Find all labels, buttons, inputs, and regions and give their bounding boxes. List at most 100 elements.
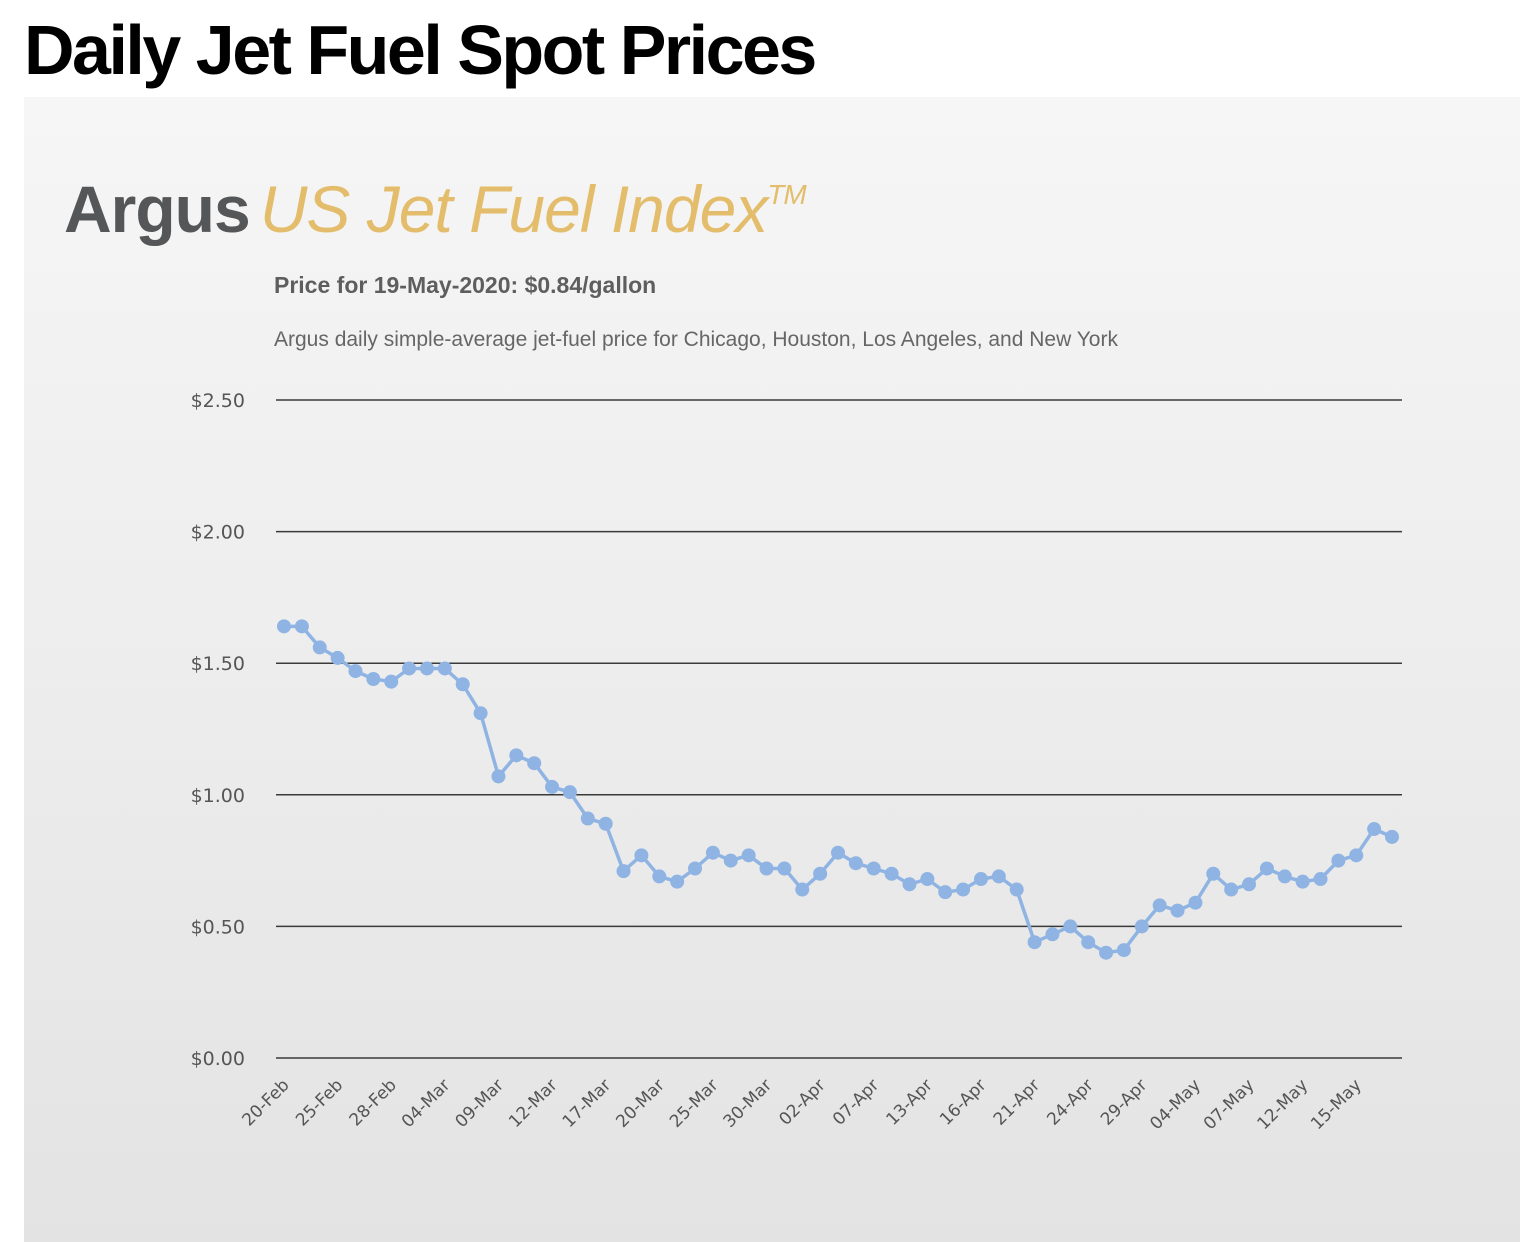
data-point	[795, 882, 810, 897]
data-point	[1081, 935, 1096, 950]
data-point	[1170, 903, 1185, 918]
data-point	[848, 856, 863, 871]
data-point	[545, 779, 560, 794]
x-tick-label: 28-Feb	[346, 1075, 401, 1130]
data-point	[598, 816, 613, 831]
x-tick-label: 20-Feb	[238, 1075, 293, 1130]
data-point	[973, 872, 988, 887]
index-name: US Jet Fuel Index	[259, 172, 769, 246]
data-point	[366, 671, 381, 686]
data-point	[688, 861, 703, 876]
data-point	[902, 877, 917, 892]
data-point	[402, 661, 417, 676]
x-tick-label: 16-Apr	[936, 1075, 990, 1129]
x-tick-label: 13-Apr	[883, 1075, 937, 1129]
x-axis-ticks: 20-Feb25-Feb28-Feb04-Mar09-Mar12-Mar17-M…	[238, 1075, 1365, 1134]
data-point	[491, 769, 506, 784]
data-point	[277, 619, 291, 634]
data-point	[1385, 829, 1399, 844]
data-point	[1063, 919, 1078, 934]
data-point	[1331, 853, 1346, 868]
data-point	[1188, 895, 1203, 910]
data-point	[509, 748, 524, 763]
x-tick-label: 21-Apr	[990, 1075, 1044, 1129]
data-point	[1349, 848, 1364, 863]
data-point	[1313, 872, 1328, 887]
latest-price: Price for 19-May-2020: $0.84/gallon	[274, 272, 657, 298]
y-tick-label: $1.50	[191, 653, 245, 675]
data-point	[384, 674, 399, 689]
data-point	[348, 664, 363, 679]
data-point	[580, 811, 595, 826]
data-point	[670, 874, 685, 889]
brand-name: Argus	[64, 172, 251, 246]
data-point	[419, 661, 434, 676]
x-tick-label: 24-Apr	[1043, 1075, 1097, 1129]
data-point	[884, 866, 899, 881]
x-tick-label: 04-Mar	[398, 1075, 454, 1131]
data-point	[956, 882, 971, 897]
data-point	[991, 869, 1006, 884]
data-point	[1045, 927, 1060, 942]
series-line	[284, 624, 1393, 955]
data-point	[938, 885, 953, 900]
data-point	[1277, 869, 1292, 884]
x-tick-label: 20-Mar	[612, 1075, 668, 1131]
data-point	[294, 619, 309, 634]
data-point	[473, 706, 488, 721]
x-tick-label: 25-Feb	[292, 1075, 347, 1130]
data-point	[616, 864, 631, 879]
x-tick-label: 15-May	[1307, 1075, 1366, 1134]
y-tick-label: $2.50	[191, 390, 245, 412]
data-point	[741, 848, 756, 863]
data-point	[312, 640, 327, 655]
data-point	[437, 661, 452, 676]
data-point	[1367, 822, 1382, 837]
chart-description: Argus daily simple-average jet-fuel pric…	[274, 328, 1118, 351]
data-point	[1224, 882, 1239, 897]
x-tick-label: 02-Apr	[775, 1075, 829, 1129]
data-point	[1206, 866, 1221, 881]
x-tick-label: 07-Apr	[829, 1075, 883, 1129]
data-point	[1242, 877, 1257, 892]
data-point	[1134, 919, 1149, 934]
data-point	[1099, 945, 1114, 960]
data-point	[705, 845, 720, 860]
data-point	[920, 872, 935, 887]
page-title: Daily Jet Fuel Spot Prices	[24, 11, 817, 89]
chart-panel: Argus US Jet Fuel IndexTM Price for 19-Ma…	[24, 97, 1520, 1242]
y-tick-label: $2.00	[191, 522, 245, 544]
y-axis-ticks: $0.00 $0.50 $1.00 $1.50 $2.00 $2.50	[191, 390, 245, 1070]
data-point	[777, 861, 792, 876]
data-point	[831, 845, 845, 860]
trademark-mark: TM	[767, 179, 806, 210]
x-tick-label: 17-Mar	[559, 1075, 615, 1131]
data-point	[866, 861, 881, 876]
x-tick-label: 12-Mar	[505, 1075, 561, 1131]
data-point	[1295, 874, 1310, 889]
y-tick-label: $1.00	[191, 785, 245, 807]
data-point	[1259, 861, 1274, 876]
gridlines	[276, 399, 1402, 1059]
data-point	[723, 853, 738, 868]
x-tick-label: 04-May	[1146, 1075, 1205, 1134]
data-point	[1009, 882, 1024, 897]
x-tick-label: 07-May	[1200, 1075, 1259, 1134]
y-tick-label: $0.00	[191, 1048, 245, 1070]
data-point	[562, 785, 577, 800]
data-point	[652, 869, 667, 884]
data-point	[1027, 935, 1042, 950]
brand-logo: Argus US Jet Fuel IndexTM	[64, 155, 807, 249]
data-point	[330, 650, 345, 665]
x-tick-label: 25-Mar	[666, 1075, 722, 1131]
data-point	[1116, 943, 1131, 958]
data-point	[527, 756, 542, 771]
x-tick-label: 09-Mar	[452, 1075, 508, 1131]
x-tick-label: 29-Apr	[1097, 1075, 1151, 1129]
data-point	[1152, 898, 1167, 913]
y-tick-label: $0.50	[191, 916, 245, 938]
data-point	[813, 866, 828, 881]
data-point	[634, 848, 649, 863]
data-point	[759, 861, 774, 876]
